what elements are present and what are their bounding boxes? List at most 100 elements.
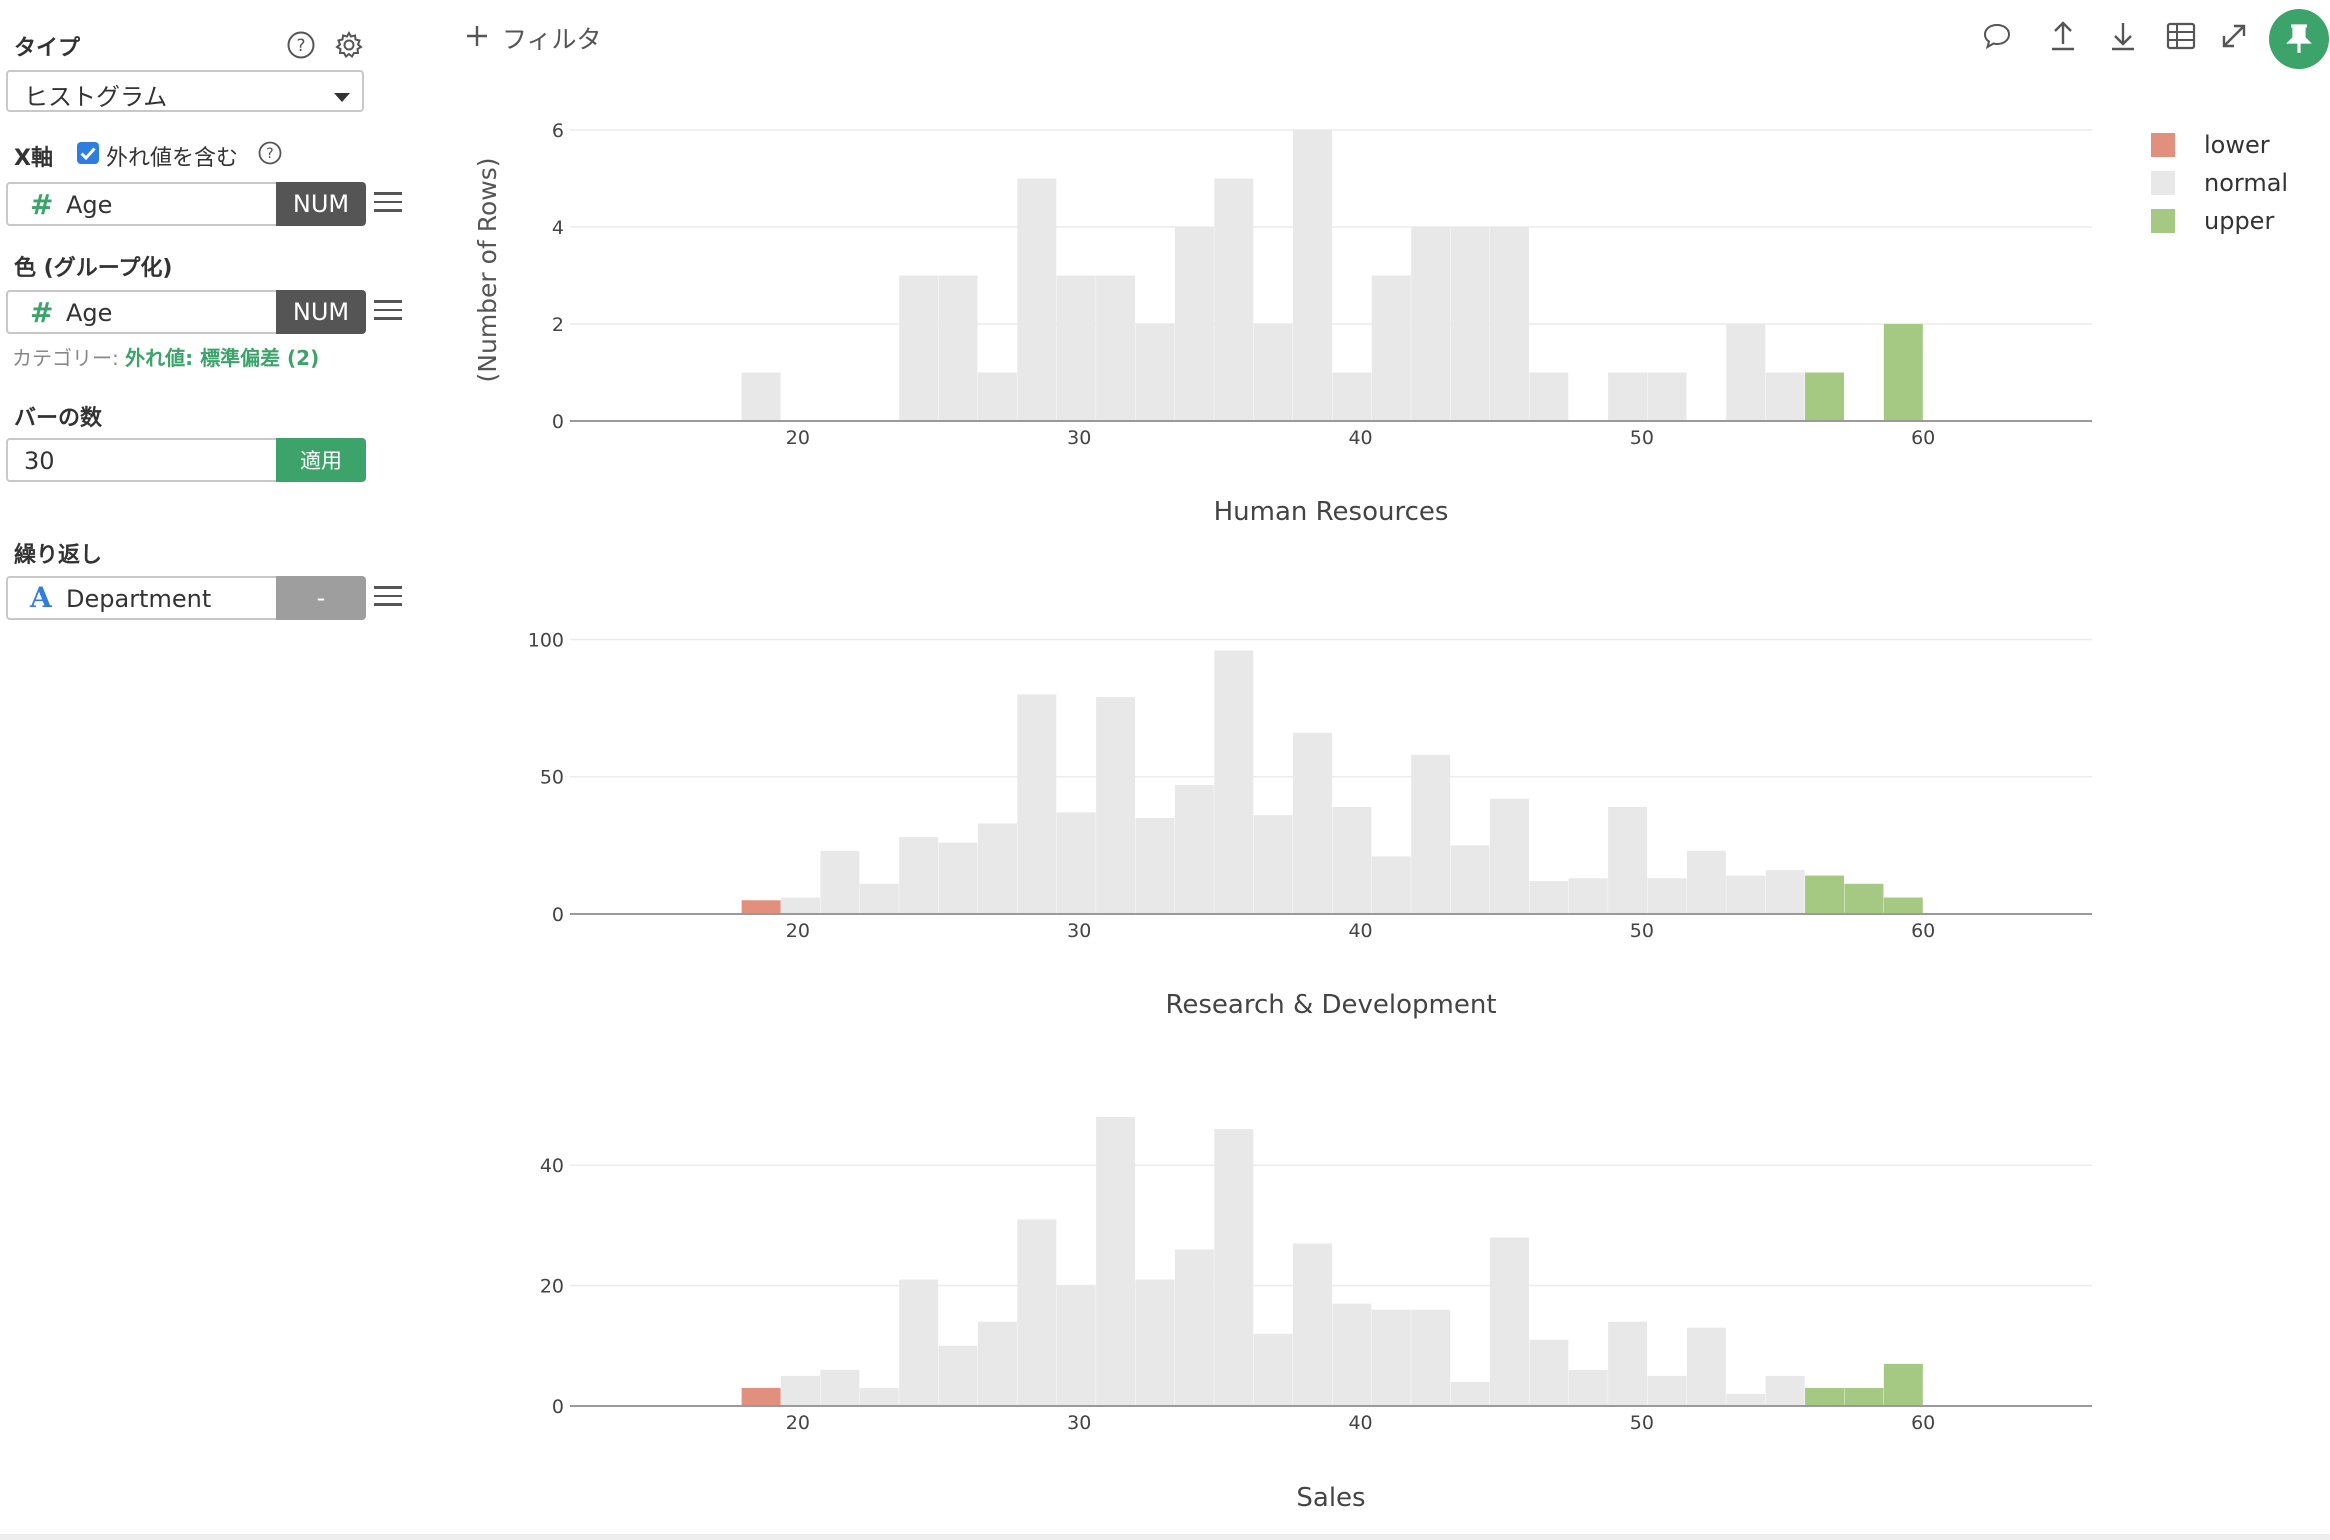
histogram-bar-normal [780,1375,820,1406]
category-link[interactable]: 外れ値: 標準偏差 (2) [125,346,320,370]
legend-item-upper: upper [2151,207,2274,235]
histogram-bar-normal [1411,227,1451,421]
xaxis-field-name: Age [66,191,113,219]
color-type-badge: NUM [276,290,366,334]
histogram-bar-normal [899,837,939,914]
outlier-help-icon[interactable]: ? [258,141,282,169]
panel-title: Human Resources [1214,497,1449,527]
histogram-bar-normal [938,842,978,914]
legend-label: lower [2204,131,2270,159]
histogram-bar-normal [1214,178,1254,421]
histogram-bar-normal [1608,806,1648,914]
add-filter-button[interactable]: フィルタ [466,20,602,56]
upload-icon[interactable] [2050,20,2076,56]
type-label: タイプ [14,36,81,61]
histogram-bar-normal [1450,1381,1490,1406]
x-tick-label: 30 [1067,427,1091,449]
histogram-bar-normal [1450,845,1490,914]
y-tick-label: 2 [552,314,564,336]
repeat-field-selector[interactable]: A Department - [6,576,366,620]
chart-legend: lower normal upper [2151,131,2288,235]
x-tick-label: 50 [1630,427,1654,449]
histogram-bar-normal [1371,1309,1411,1406]
histogram-bar-upper [1883,897,1923,914]
repeat-type-badge: - [276,576,366,620]
plus-icon [466,24,488,53]
histogram-bar-normal [1214,650,1254,914]
x-tick-label: 60 [1911,427,1935,449]
table-icon[interactable] [2166,22,2196,54]
histogram-bar-normal [1608,372,1648,421]
histogram-bar-normal [1529,372,1569,421]
histogram-bar-normal [1608,1321,1648,1406]
legend-item-lower: lower [2151,131,2270,159]
x-tick-label: 20 [786,427,810,449]
histogram-bar-normal [899,275,939,421]
histogram-bar-normal [1332,806,1372,914]
histogram-bar-normal [780,897,820,914]
y-tick-label: 0 [552,904,564,926]
histogram-bar-normal [1332,372,1372,421]
histogram-bar-normal [1686,850,1726,914]
y-tick-label: 4 [552,217,564,239]
help-icon[interactable]: ? [286,30,316,64]
xaxis-label: X軸 [14,146,53,171]
category-note: カテゴリー: 外れ値: 標準偏差 (2) [12,342,319,371]
apply-button[interactable]: 適用 [276,438,366,482]
histogram-bar-normal [1568,878,1608,914]
histogram-bar-normal [1647,372,1687,421]
histogram-bar-normal [1253,324,1293,421]
x-tick-label: 60 [1911,920,1935,942]
download-icon[interactable] [2110,20,2136,56]
chart-type-select[interactable]: ヒストグラム [6,70,364,112]
histogram-bar-normal [1174,1249,1214,1406]
settings-sidebar: タイプ ? ヒストグラム X軸 外れ値を含む ? # Age NUM 色 (グル… [0,0,420,1540]
y-tick-label: 0 [552,411,564,433]
histogram-bar-normal [1135,817,1175,914]
histogram-bar-normal [1568,1369,1608,1406]
y-tick-label: 0 [552,1396,564,1418]
comment-icon[interactable] [1982,22,2012,54]
histogram-bar-normal [1214,1129,1254,1406]
repeat-label: 繰り返し [14,543,103,568]
color-menu-icon[interactable] [374,294,402,326]
y-tick-label: 100 [528,629,564,651]
y-axis-label: (Number of Rows) [473,158,502,383]
gear-icon[interactable] [334,30,364,64]
panel-title: Research & Development [1165,990,1496,1020]
pin-icon[interactable] [2268,8,2330,74]
histogram-bar-normal [1056,812,1096,914]
color-field-selector[interactable]: # Age NUM [6,290,366,334]
histogram-bar-normal [1096,697,1136,914]
bins-input[interactable]: 30 [24,447,55,475]
category-prefix: カテゴリー: [12,346,119,370]
histogram-bar-normal [1765,372,1805,421]
histogram-bar-normal [1647,1375,1687,1406]
histogram-bar-normal [741,372,781,421]
histogram-bar-normal [1686,1327,1726,1406]
histogram-bar-normal [1726,875,1766,914]
histogram-bar-lower [741,900,781,914]
histogram-bar-normal [1056,275,1096,421]
x-tick-label: 30 [1067,920,1091,942]
histogram-bar-normal [1332,1303,1372,1406]
xaxis-field-selector[interactable]: # Age NUM [6,182,366,226]
repeat-field-name: Department [66,585,212,613]
histogram-bar-normal [1411,754,1451,914]
histogram-bar-normal [820,1369,860,1406]
xaxis-menu-icon[interactable] [374,186,402,218]
histogram-bar-upper [1805,875,1845,914]
histogram-bar-normal [1371,856,1411,914]
repeat-menu-icon[interactable] [374,580,402,612]
histogram-bar-normal [1765,1375,1805,1406]
y-tick-label: 50 [540,767,564,789]
include-outliers-label: 外れ値を含む [106,146,239,171]
legend-swatch [2151,171,2175,195]
include-outliers-checkbox[interactable] [76,141,100,169]
expand-icon[interactable] [2220,22,2248,54]
histogram-bar-upper [1805,372,1845,421]
histogram-bar-normal [1293,732,1333,914]
histogram-bar-normal [977,372,1017,421]
footer-divider [0,1534,2330,1540]
